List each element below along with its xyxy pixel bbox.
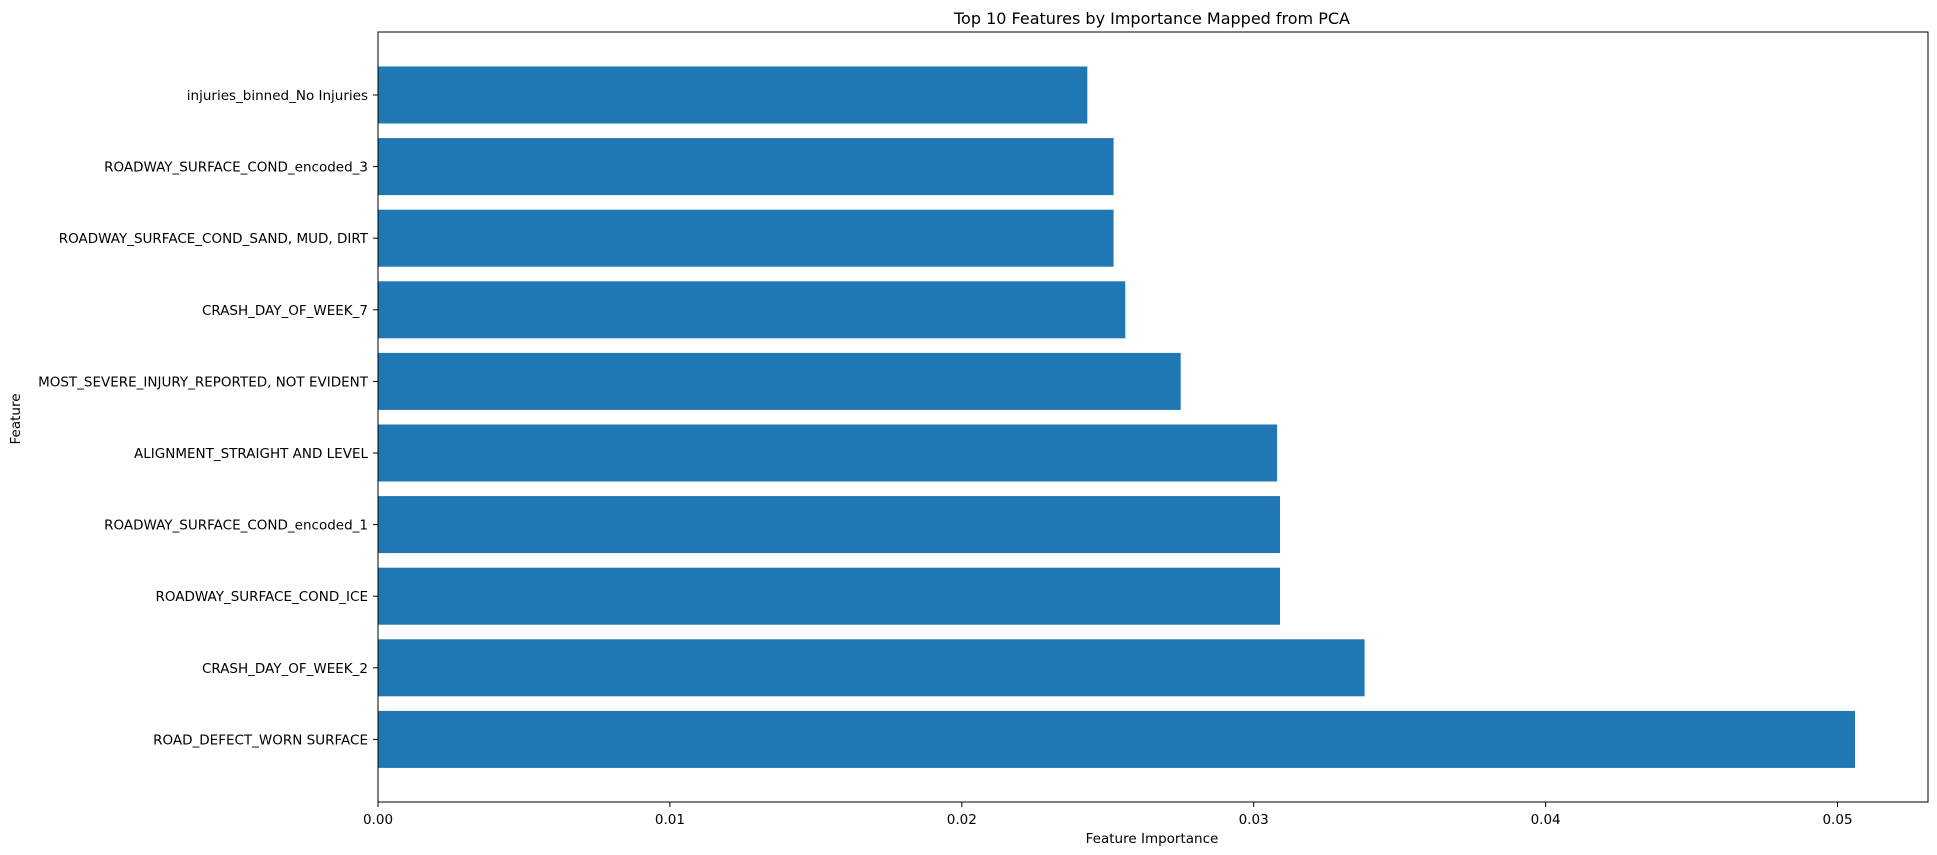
y-axis-ticks: injuries_binned_No Injuries ROADWAY_SURFA… — [38, 88, 378, 748]
bars-group — [378, 66, 1855, 768]
bar — [378, 567, 1280, 625]
bar — [378, 352, 1181, 410]
y-tick-label: ROAD_DEFECT_WORN SURFACE — [153, 732, 368, 748]
x-tick-label: 0.01 — [655, 812, 685, 828]
x-tick-label: 0.00 — [363, 812, 393, 828]
y-tick-label: injuries_binned_No Injuries — [187, 88, 368, 104]
y-tick-label: ROADWAY_SURFACE_COND_encoded_3 — [104, 160, 368, 176]
x-tick-label: 0.04 — [1531, 812, 1561, 828]
x-tick-label: 0.02 — [947, 812, 977, 828]
x-axis-label: Feature Importance — [1086, 831, 1219, 847]
bar — [378, 710, 1855, 768]
y-tick-label: CRASH_DAY_OF_WEEK_2 — [202, 661, 368, 677]
bar — [378, 281, 1126, 339]
bar — [378, 639, 1365, 697]
y-tick-label: ROADWAY_SURFACE_COND_SAND, MUD, DIRT — [59, 231, 369, 247]
y-tick-label: CRASH_DAY_OF_WEEK_7 — [202, 303, 368, 319]
bar — [378, 424, 1278, 482]
x-tick-label: 0.05 — [1822, 812, 1852, 828]
x-tick-label: 0.03 — [1239, 812, 1269, 828]
chart-title: Top 10 Features by Importance Mapped fro… — [953, 9, 1350, 28]
y-tick-label: MOST_SEVERE_INJURY_REPORTED, NOT EVIDENT — [38, 374, 369, 390]
y-tick-label: ROADWAY_SURFACE_COND_ICE — [156, 589, 369, 605]
x-axis-ticks: 0.00 0.01 0.02 0.03 0.04 0.05 — [363, 802, 1853, 828]
bar — [378, 138, 1114, 196]
plot-frame — [377, 31, 1929, 803]
y-tick-label: ROADWAY_SURFACE_COND_encoded_1 — [104, 518, 368, 534]
bar — [378, 66, 1088, 124]
bar — [378, 496, 1280, 554]
y-axis-label: Feature — [8, 393, 24, 444]
bar — [378, 209, 1114, 267]
y-tick-label: ALIGNMENT_STRAIGHT AND LEVEL — [134, 446, 368, 462]
